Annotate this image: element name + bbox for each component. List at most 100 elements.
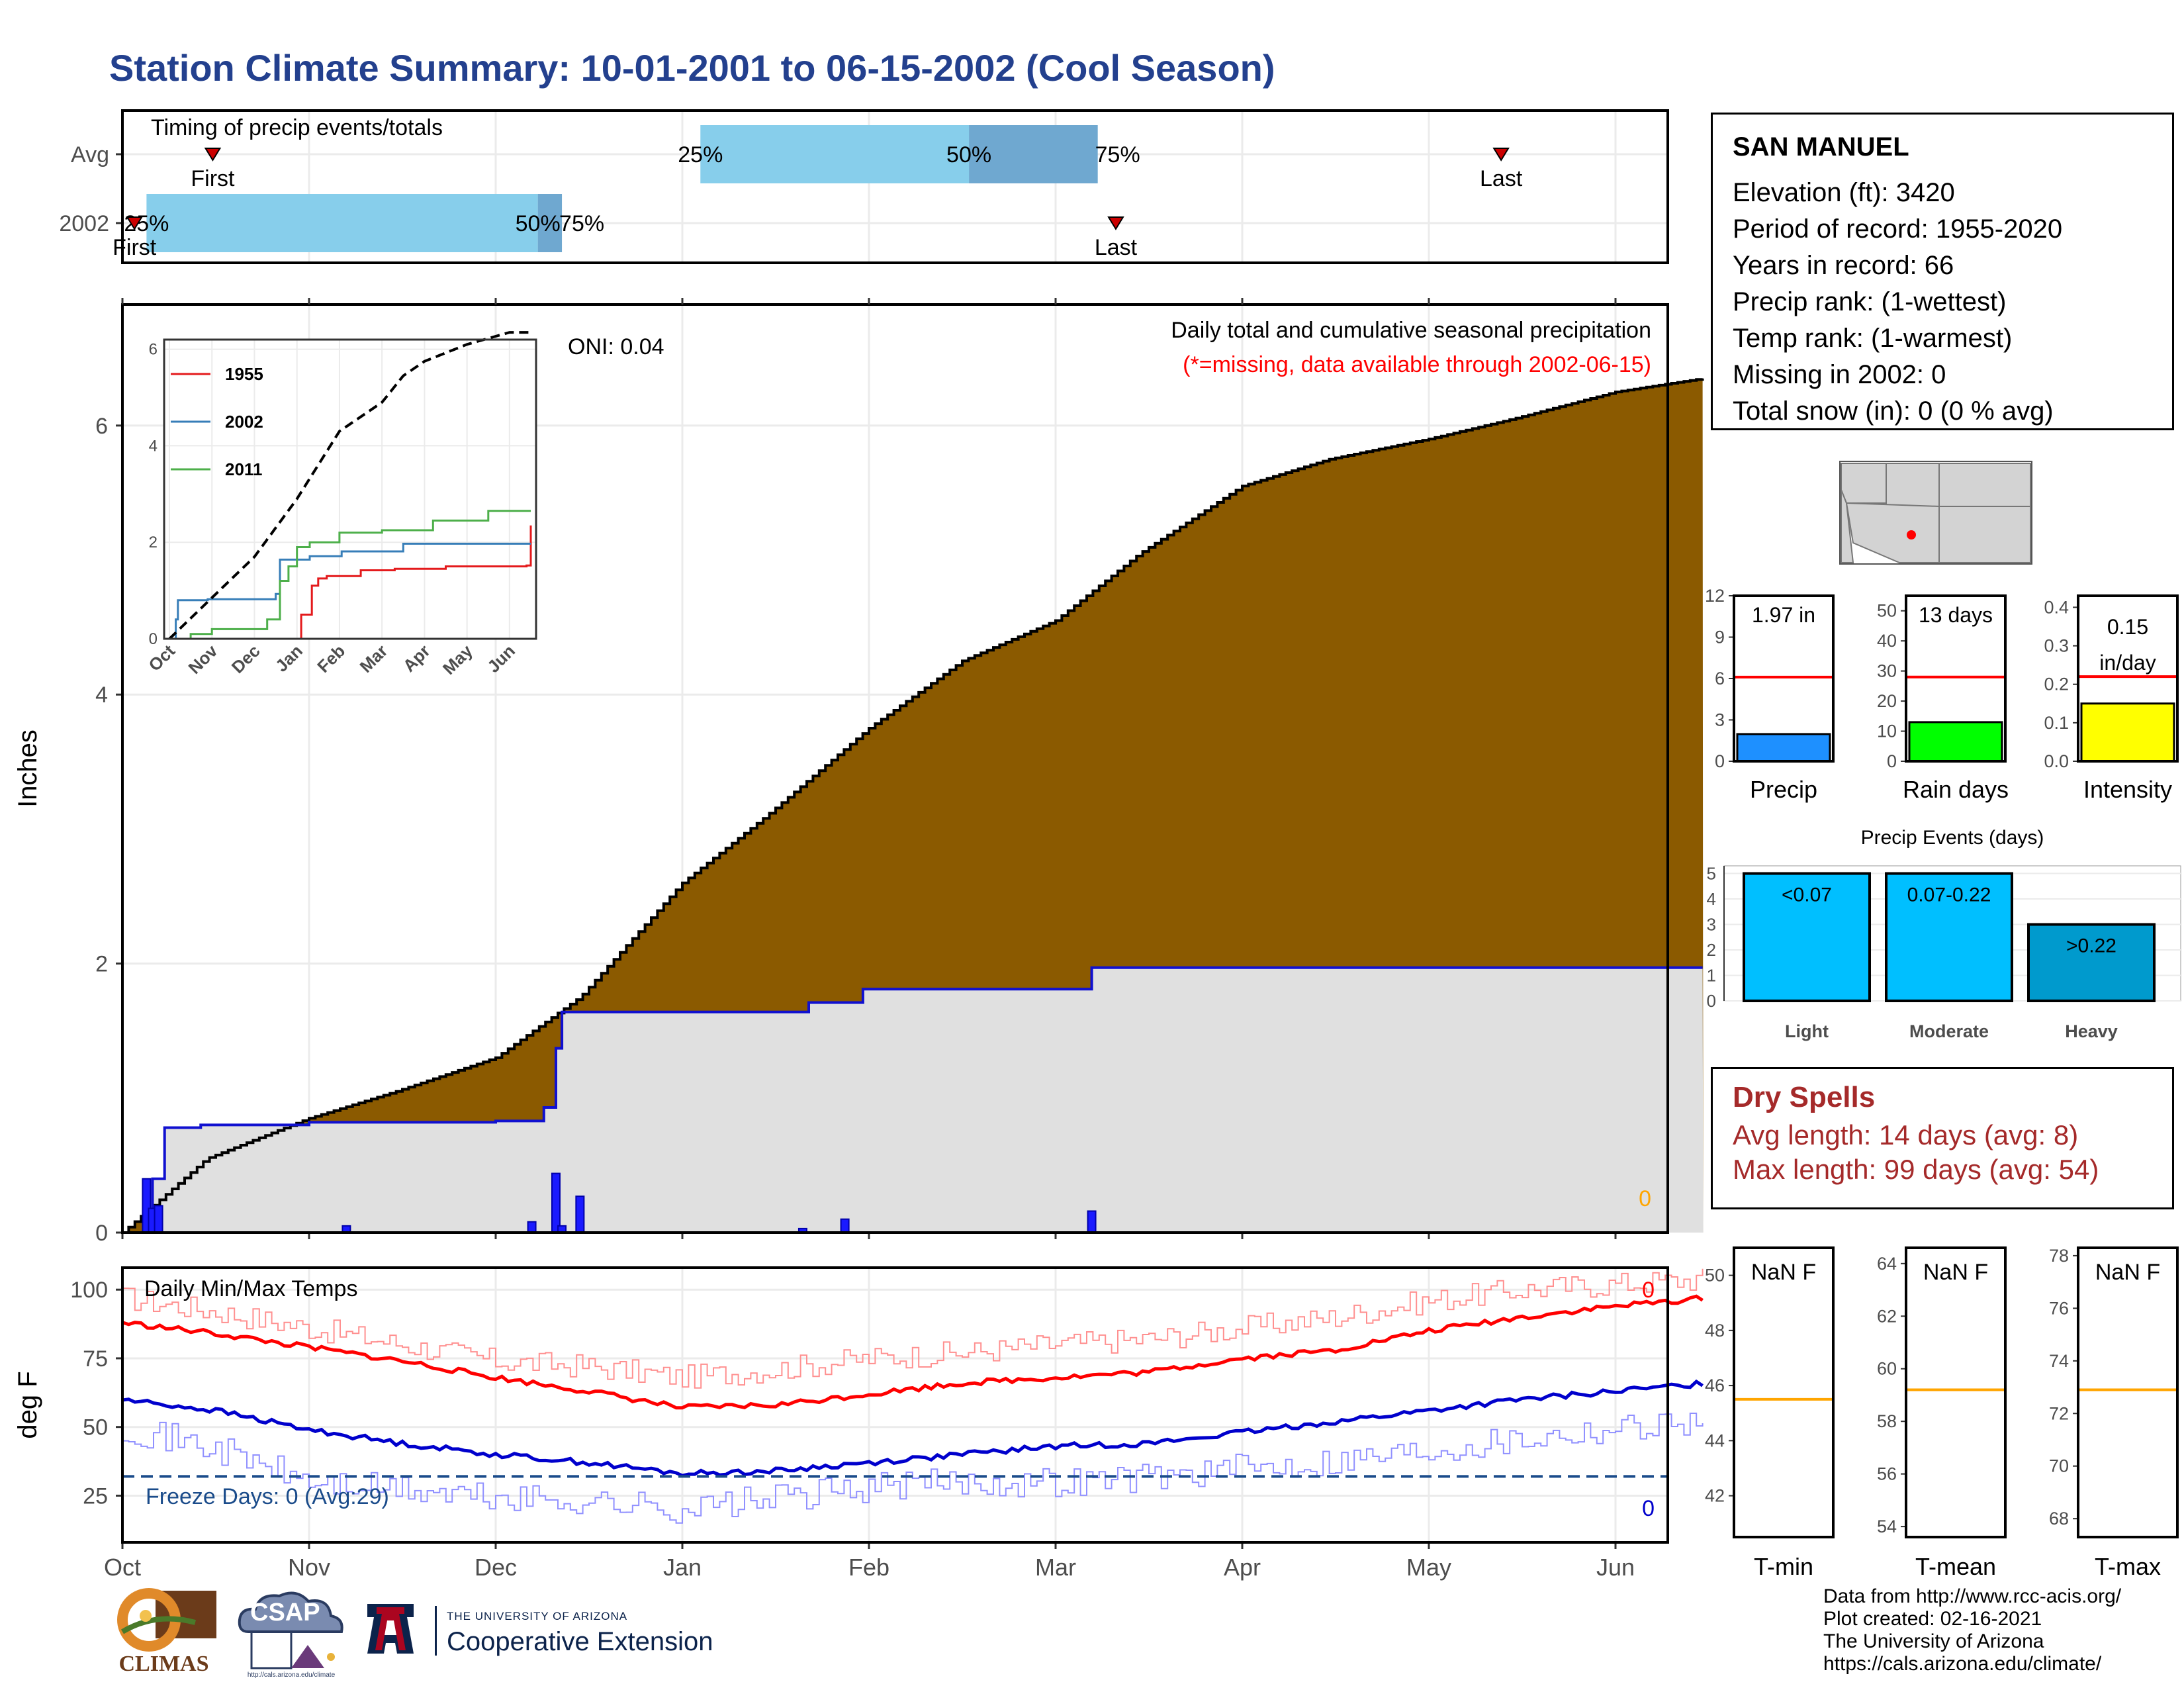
- inset-ytick-label: 2: [149, 534, 158, 551]
- timing-p75-label: 75%: [1095, 142, 1140, 167]
- daily-precip-bar: [575, 1196, 585, 1234]
- tbar-bg: [1906, 1248, 2005, 1537]
- inset-ytick-label: 0: [149, 630, 158, 648]
- temps-xtick-label: Dec: [475, 1554, 517, 1581]
- temps-ytick-label: 100: [70, 1278, 108, 1303]
- missing-count-label: 0: [1639, 1186, 1651, 1211]
- tbar-category-label: T-mean: [1915, 1553, 1996, 1580]
- temps-xtick-label: Jan: [663, 1554, 702, 1581]
- events-ytick-label: 1: [1707, 966, 1716, 986]
- events-bar-label: <0.07: [1782, 884, 1832, 906]
- map-state-nm: [1938, 506, 2031, 563]
- season-ytick-label: 6: [1715, 669, 1725, 688]
- season-frame: [2077, 594, 2179, 763]
- tbar-category-label: T-max: [2095, 1553, 2161, 1580]
- university-of-arizona-logo: THE UNIVERSITY OF ARIZONA Cooperative Ex…: [361, 1601, 745, 1664]
- csap-logo: CSAP http://cals.arizona.edu/climate: [232, 1585, 351, 1685]
- dry-spells-max: Max length: 99 days (avg: 54): [1733, 1154, 2099, 1185]
- timing-last-marker: [1492, 148, 1510, 162]
- map-state-ut: [1886, 463, 1940, 507]
- tbar-ytick-label: 46: [1705, 1376, 1725, 1395]
- credit-university: The University of Arizona: [1823, 1630, 2044, 1652]
- avg-tmax-line: [122, 1294, 1704, 1410]
- climas-logo: CLIMAS: [109, 1585, 218, 1681]
- season-ytick-label: 30: [1877, 661, 1897, 681]
- station-snow: Total snow (in): 0 (0 % avg): [1733, 397, 2054, 426]
- current-cumulative-line: [122, 966, 1703, 1234]
- inset-frame: [163, 338, 537, 640]
- temps-xtick-label: Mar: [1035, 1554, 1076, 1581]
- season-value-label: 13 days: [1919, 603, 1993, 627]
- season-value-label: 1.97 in: [1752, 603, 1815, 627]
- precip-subtitle: (*=missing, data available through 2002-…: [1183, 352, 1651, 377]
- station-info-box: SAN MANUEL Elevation (ft): 3420 Period o…: [1711, 113, 2174, 430]
- climas-logo-text: CLIMAS: [118, 1652, 209, 1676]
- tbar-ytick-label: 44: [1705, 1430, 1725, 1450]
- timing-p50-label: 50%: [516, 211, 561, 236]
- inset-legend-label: 2002: [225, 412, 263, 432]
- events-bar: [1743, 872, 1871, 1002]
- page-title: Station Climate Summary: 10-01-2001 to 0…: [109, 47, 1275, 89]
- tbar-ytick-label: 54: [1877, 1517, 1897, 1536]
- inset-legend-label: 1955: [225, 364, 263, 384]
- events-category-label: Light: [1785, 1021, 1829, 1041]
- temps-xtick-label: Nov: [288, 1554, 330, 1581]
- ua-small-text: THE UNIVERSITY OF ARIZONA: [447, 1610, 628, 1622]
- timing-first-label: First: [191, 166, 235, 191]
- inset-series-1955: [169, 525, 532, 640]
- daily-precip-bar: [527, 1221, 537, 1233]
- tbar-value-label: NaN F: [1923, 1260, 1988, 1285]
- locator-map: [1839, 461, 2032, 565]
- season-ytick-label: 10: [1877, 722, 1897, 741]
- tbar-ytick-label: 64: [1877, 1254, 1897, 1274]
- dry-spells-title: Dry Spells: [1733, 1081, 1876, 1113]
- tbar-frame: [1905, 1246, 2007, 1538]
- timing-row-label: Avg: [71, 142, 109, 167]
- temps-xtick-label: Jun: [1596, 1554, 1635, 1581]
- credit-plot-created: Plot created: 02-16-2021: [1823, 1608, 2042, 1630]
- season-ytick-label: 50: [1877, 601, 1897, 621]
- tbar-ytick-label: 70: [2049, 1456, 2069, 1476]
- season-value-bar: [1736, 733, 1831, 763]
- map-frame: [1839, 461, 2032, 565]
- events-ytick-label: 5: [1707, 864, 1716, 884]
- daily-tmin-line: [122, 1413, 1704, 1524]
- timing-p50-label: 50%: [946, 142, 991, 167]
- season-ytick-label: 0: [1887, 751, 1897, 771]
- season-ytick-label: 0.1: [2044, 713, 2069, 733]
- temps-frame: [121, 1266, 1669, 1544]
- tbar-ytick-label: 50: [1705, 1266, 1725, 1286]
- season-ytick-label: 20: [1877, 691, 1897, 711]
- timing-last-label: Last: [1480, 166, 1523, 191]
- timing-bar-late: [969, 125, 1098, 183]
- season-category-label: Rain days: [1903, 776, 2009, 803]
- season-category-label: Intensity: [2083, 776, 2172, 803]
- season-ytick-label: 0.2: [2044, 675, 2069, 694]
- temps-panel: 25 50 75 100 Freeze Days: 0 (Avg:29) Daily Mi…: [13, 1266, 1704, 1581]
- avg-tmin-line: [122, 1379, 1704, 1477]
- station-years: Years in record: 66: [1733, 251, 1954, 280]
- season-value-bar: [2080, 702, 2175, 763]
- events-bar: [2027, 923, 2156, 1003]
- timing-p25-label: 25%: [678, 142, 723, 167]
- events-ytick-label: 4: [1707, 889, 1716, 909]
- season-value-label-2: in/day: [2099, 651, 2156, 675]
- temp-bars-panel: 42 44 46 48 50 NaN F T-min 54 56 58 60 62 64 NaN F T-m…: [1705, 1246, 2179, 1580]
- season-ytick-label: 40: [1877, 631, 1897, 651]
- avg-cumulative-line: [122, 378, 1704, 1234]
- precip-ytick-label: 4: [95, 682, 108, 708]
- tbar-value-label: NaN F: [1751, 1260, 1816, 1285]
- timing-row-label: 2002: [59, 211, 109, 236]
- daily-precip-bar: [551, 1172, 561, 1233]
- map-state-az: [1845, 502, 1940, 563]
- freeze-days-label: Freeze Days: 0 (Avg:29): [146, 1484, 389, 1509]
- season-ytick-label: 9: [1715, 628, 1725, 647]
- inset-series-2011: [169, 510, 531, 640]
- station-precip-rank: Precip rank: (1-wettest): [1733, 287, 2007, 316]
- map-state-ca: [1841, 489, 1854, 563]
- season-ytick-label: 0.3: [2044, 636, 2069, 656]
- tbar-ytick-label: 60: [1877, 1359, 1897, 1379]
- ua-big-text: Cooperative Extension: [447, 1627, 713, 1656]
- precip-title: Daily total and cumulative seasonal prec…: [1171, 318, 1651, 343]
- events-ytick-label: 3: [1707, 915, 1716, 935]
